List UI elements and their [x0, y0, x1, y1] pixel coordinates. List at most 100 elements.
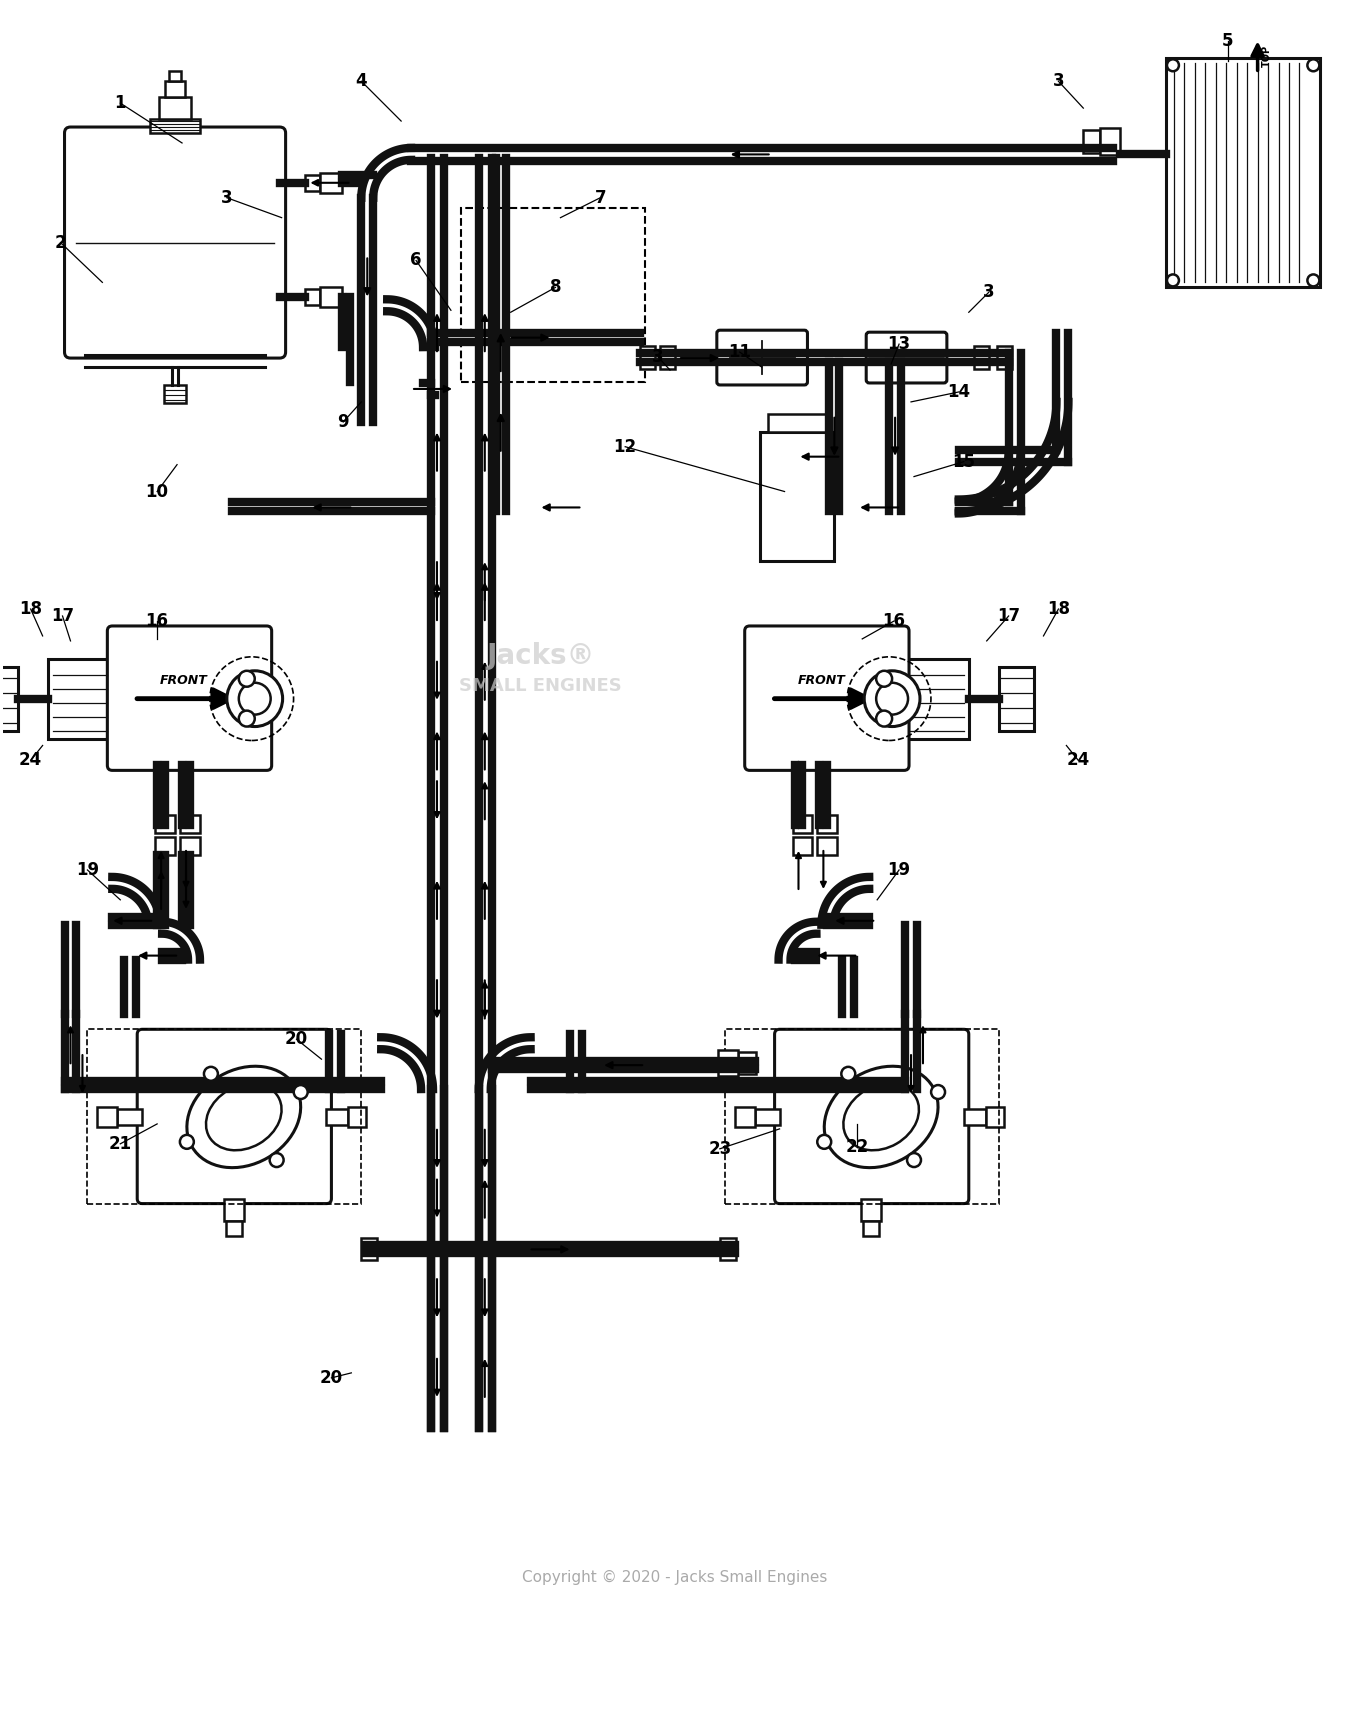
Ellipse shape	[186, 1066, 301, 1168]
Text: 10: 10	[146, 483, 169, 501]
Circle shape	[817, 1135, 832, 1149]
Bar	[996, 346, 1011, 370]
Text: 17: 17	[51, 607, 74, 624]
Text: 20: 20	[320, 1369, 343, 1386]
Bar	[999, 667, 1034, 731]
Bar	[362, 1238, 377, 1261]
Bar	[760, 432, 834, 561]
Text: 15: 15	[952, 452, 975, 471]
Bar	[169, 71, 181, 81]
Bar	[47, 659, 112, 738]
Circle shape	[876, 710, 892, 726]
Bar	[348, 1108, 366, 1127]
FancyBboxPatch shape	[108, 626, 271, 771]
Text: 19: 19	[76, 862, 99, 879]
Circle shape	[864, 671, 919, 726]
Text: 21: 21	[109, 1135, 132, 1152]
Text: 3: 3	[1053, 72, 1064, 89]
Bar	[1166, 58, 1320, 287]
Bar	[327, 1109, 348, 1125]
FancyBboxPatch shape	[867, 332, 946, 384]
Circle shape	[907, 1152, 921, 1168]
Text: 14: 14	[948, 384, 971, 401]
Bar	[986, 1108, 1003, 1127]
Circle shape	[270, 1152, 284, 1168]
Text: 9: 9	[338, 413, 350, 430]
Text: 23: 23	[709, 1140, 732, 1158]
Text: 2: 2	[55, 234, 66, 251]
Bar	[305, 175, 320, 191]
Circle shape	[204, 1066, 217, 1080]
Bar	[792, 838, 813, 855]
Bar	[88, 1029, 362, 1204]
Bar	[225, 1221, 242, 1237]
Bar	[904, 659, 969, 738]
Bar	[737, 1053, 756, 1073]
Text: FRONT: FRONT	[161, 674, 208, 686]
Text: Copyright © 2020 - Jacks Small Engines: Copyright © 2020 - Jacks Small Engines	[522, 1570, 828, 1584]
Bar	[165, 385, 186, 402]
Circle shape	[294, 1085, 308, 1099]
Text: 24: 24	[19, 752, 42, 769]
Text: 6: 6	[410, 251, 421, 270]
Circle shape	[841, 1066, 856, 1080]
Text: 5: 5	[1222, 33, 1234, 50]
Bar	[320, 172, 343, 193]
Circle shape	[227, 671, 282, 726]
Ellipse shape	[825, 1066, 938, 1168]
Text: SMALL ENGINES: SMALL ENGINES	[459, 676, 622, 695]
Bar	[660, 346, 675, 370]
Circle shape	[931, 1085, 945, 1099]
Bar	[768, 415, 826, 432]
Ellipse shape	[844, 1084, 919, 1151]
Circle shape	[1307, 58, 1319, 71]
Bar	[155, 815, 176, 832]
Bar	[0, 667, 18, 731]
Text: 11: 11	[728, 342, 751, 361]
Bar	[792, 815, 813, 832]
Bar	[460, 208, 645, 382]
Text: 13: 13	[887, 335, 911, 353]
Bar	[320, 287, 343, 308]
FancyBboxPatch shape	[775, 1029, 969, 1204]
Bar	[1100, 127, 1120, 155]
Circle shape	[180, 1135, 194, 1149]
Circle shape	[239, 683, 270, 714]
Bar	[817, 838, 837, 855]
Text: 4: 4	[355, 72, 367, 89]
Bar	[973, 346, 988, 370]
Bar	[180, 815, 200, 832]
Text: 18: 18	[19, 600, 42, 617]
Bar	[734, 1108, 755, 1127]
Text: 7: 7	[594, 189, 606, 206]
Bar	[863, 1221, 879, 1237]
Circle shape	[1307, 275, 1319, 286]
Text: TOP: TOP	[1262, 45, 1272, 67]
Circle shape	[239, 671, 255, 686]
Circle shape	[876, 683, 909, 714]
Text: 3: 3	[221, 189, 232, 206]
Text: 24: 24	[1066, 752, 1089, 769]
Bar	[155, 838, 176, 855]
Bar	[718, 1051, 737, 1077]
Bar	[224, 1199, 244, 1221]
FancyBboxPatch shape	[717, 330, 807, 385]
Text: FRONT: FRONT	[798, 674, 845, 686]
Bar	[964, 1109, 986, 1125]
FancyBboxPatch shape	[65, 127, 286, 358]
Bar	[755, 1109, 779, 1125]
Bar	[305, 289, 320, 304]
Text: 1: 1	[115, 95, 126, 112]
Bar	[180, 838, 200, 855]
Ellipse shape	[207, 1084, 282, 1151]
Bar	[97, 1108, 117, 1127]
Bar	[165, 81, 185, 96]
Text: 20: 20	[285, 1030, 308, 1047]
Bar	[725, 1029, 999, 1204]
Circle shape	[1166, 275, 1179, 286]
Bar	[817, 815, 837, 832]
Bar	[150, 119, 200, 132]
Text: Jacks®: Jacks®	[486, 642, 595, 669]
Text: 17: 17	[998, 607, 1021, 624]
Text: 16: 16	[146, 612, 169, 630]
